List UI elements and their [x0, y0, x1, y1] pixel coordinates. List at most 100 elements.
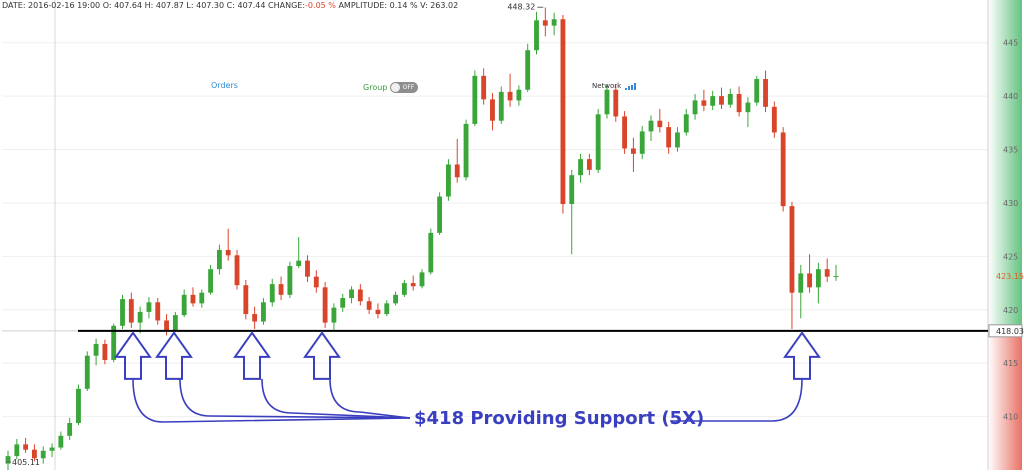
- orders-label[interactable]: Orders: [211, 81, 238, 90]
- candle: [243, 279, 249, 320]
- candle: [190, 287, 196, 307]
- candle: [313, 270, 319, 293]
- candle-body: [349, 289, 354, 299]
- candle-body: [14, 444, 20, 457]
- candle: [40, 446, 46, 464]
- candle-body: [586, 159, 592, 170]
- candle-body: [366, 301, 372, 310]
- candle-body: [322, 287, 328, 323]
- candle: [216, 244, 222, 275]
- candle: [375, 303, 381, 319]
- candle-body: [516, 89, 522, 101]
- candle: [49, 443, 55, 458]
- price-axis-panel: [987, 0, 1022, 470]
- candle-body: [622, 116, 628, 149]
- candle: [137, 306, 143, 334]
- candle-body: [410, 283, 416, 287]
- candle-body: [357, 289, 363, 302]
- candle-body: [172, 315, 178, 331]
- price-axis-labels: 410 415 420 425 430 435 440 445: [1003, 39, 1018, 422]
- candle: [340, 293, 346, 312]
- connector-curve: [329, 378, 411, 419]
- candle-body: [269, 284, 275, 303]
- candle-body: [771, 106, 777, 133]
- candle-body: [234, 255, 240, 286]
- candle-body: [490, 99, 495, 121]
- candle: [789, 201, 795, 329]
- candle: [763, 70, 768, 113]
- candle: [384, 300, 390, 317]
- candle-body: [155, 302, 161, 321]
- candle: [410, 275, 416, 291]
- candle: [331, 303, 337, 332]
- candle-body: [666, 127, 672, 148]
- candle-body: [32, 449, 37, 459]
- candle: [428, 228, 434, 275]
- candle: [14, 439, 20, 460]
- candle: [225, 228, 231, 261]
- candle-body: [454, 164, 460, 178]
- candle: [269, 278, 275, 307]
- candle: [710, 90, 716, 111]
- high-marker: 448.32: [507, 2, 535, 11]
- support-arrow-icon: [303, 331, 341, 380]
- price-tick-label: 410: [1003, 413, 1018, 422]
- axis-bid-area: [988, 0, 1022, 331]
- price-tick-label: 445: [1003, 39, 1018, 48]
- candle: [181, 289, 187, 318]
- candle-body: [763, 79, 768, 107]
- candle-body: [384, 303, 390, 315]
- candle: [648, 115, 654, 141]
- candle: [490, 92, 495, 131]
- candle-body: [578, 159, 583, 176]
- candle: [833, 264, 839, 281]
- candle: [666, 121, 672, 154]
- info-open: O: 407.64: [102, 1, 143, 10]
- support-arrow-icon: [114, 331, 152, 380]
- candle: [701, 89, 707, 112]
- candle-body: [428, 232, 434, 273]
- network-label: Network: [592, 82, 622, 90]
- candle-body: [164, 320, 169, 331]
- candle: [349, 286, 354, 304]
- support-arrows: [114, 331, 821, 423]
- candle: [155, 298, 161, 325]
- candle-body: [137, 311, 143, 323]
- candle: [604, 84, 610, 119]
- candle-body: [84, 355, 90, 389]
- candle-body: [683, 114, 689, 133]
- candle: [613, 85, 619, 122]
- last-price-label: 423.15: [996, 272, 1024, 281]
- candle-body: [604, 89, 610, 115]
- candle-body: [727, 94, 733, 105]
- candle-body: [128, 299, 134, 323]
- candle: [771, 101, 777, 138]
- group-label: Group: [363, 83, 388, 92]
- candle: [164, 314, 169, 336]
- candle: [102, 339, 108, 365]
- price-tick-label: 430: [1003, 199, 1018, 208]
- price-tick-label: 415: [1003, 359, 1018, 368]
- candle: [542, 7, 548, 37]
- candle-body: [560, 19, 566, 205]
- candle: [675, 127, 680, 152]
- candle-body: [780, 132, 786, 207]
- candle-body: [49, 447, 55, 451]
- candle-body: [481, 75, 487, 100]
- candle: [357, 284, 363, 306]
- candle: [401, 279, 407, 297]
- group-toggle[interactable]: OFF: [390, 82, 419, 93]
- candle-body: [393, 294, 398, 304]
- candle-body: [23, 444, 29, 450]
- candle-body: [181, 294, 187, 316]
- candle-body: [639, 131, 645, 154]
- candle-body: [243, 285, 249, 315]
- candle: [58, 431, 64, 450]
- candle: [595, 108, 601, 174]
- candle: [472, 70, 478, 127]
- signal-bars-icon: [625, 83, 637, 90]
- candle-body: [824, 269, 830, 277]
- support-arrow-icon: [783, 331, 821, 380]
- candle: [287, 261, 293, 299]
- candle-body: [569, 175, 575, 205]
